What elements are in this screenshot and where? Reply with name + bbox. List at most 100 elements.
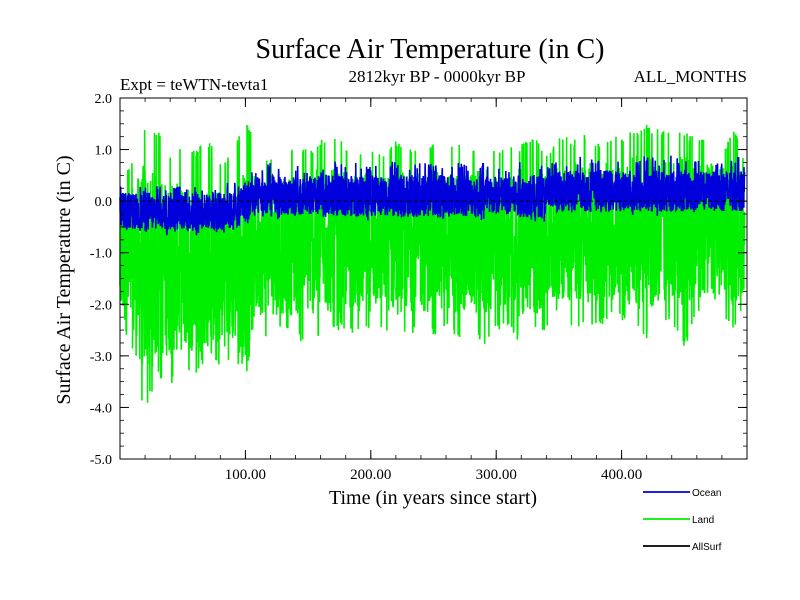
y-tick-label: 2.0: [95, 92, 113, 107]
series-segment-ocean: [344, 163, 360, 217]
series-segment-ocean: [119, 186, 134, 231]
series-segment-ocean: [645, 157, 661, 216]
series-segment-ocean: [194, 190, 209, 236]
series-land: [119, 124, 746, 403]
series-segment-land: [319, 139, 334, 313]
series-segment-land: [206, 143, 222, 365]
y-tick-label: -2.0: [90, 298, 112, 313]
series-segment-ocean: [244, 172, 259, 224]
series-segment-ocean: [131, 186, 146, 231]
series-segment-land: [282, 149, 297, 329]
series-segment-land: [119, 163, 134, 335]
series-segment-ocean: [282, 176, 297, 216]
series-segment-land: [620, 132, 635, 321]
x-tick-label: 200.00: [350, 467, 391, 483]
series-segment-ocean: [257, 163, 272, 217]
series-segment-ocean: [507, 162, 523, 218]
series-segment-ocean: [370, 165, 385, 216]
y-tick-label: -1.0: [90, 247, 112, 262]
series-segment-ocean: [156, 186, 171, 236]
axis-ticks: 2.0 1.0 0.0 -1.0 -2.0 -3.0 -4.0 -5.0 100.00 200.0…: [90, 92, 747, 483]
series-segment-land: [181, 150, 197, 371]
series-segment-ocean: [206, 189, 222, 233]
series-segment-land: [269, 159, 284, 327]
series-segment-land: [131, 130, 146, 401]
legend-label-allsurf: AllSurf: [692, 542, 722, 553]
y-tick-label: 0.0: [95, 195, 113, 210]
series-segment-land: [257, 160, 272, 337]
series-segment-ocean: [683, 161, 698, 213]
series-segment-ocean: [520, 175, 535, 220]
series-segment-ocean: [307, 176, 322, 215]
series-segment-ocean: [457, 163, 472, 216]
series-segment-land: [507, 147, 523, 340]
months-label: ALL_MONTHS: [634, 67, 747, 86]
series-segment-ocean: [470, 162, 485, 221]
y-tick-label: 1.0: [95, 144, 113, 159]
series-segment-land: [721, 131, 736, 328]
series-segment-ocean: [545, 162, 560, 214]
legend: Ocean Land AllSurf: [643, 488, 722, 553]
series-segment-land: [307, 144, 322, 336]
series-segment-land: [194, 145, 209, 373]
series-segment-ocean: [420, 163, 435, 216]
series-segment-land: [357, 154, 372, 328]
series-segment-ocean: [181, 187, 197, 232]
series-segment-ocean: [144, 186, 159, 232]
series-segment-land: [370, 151, 385, 328]
series-segment-ocean: [533, 165, 548, 222]
y-tick-label: -5.0: [90, 453, 112, 468]
series-segment-land: [645, 124, 661, 333]
series-segment-land: [244, 125, 259, 372]
legend-label-ocean: Ocean: [692, 488, 721, 499]
series-segment-ocean: [608, 161, 623, 212]
series-segment-land: [232, 136, 247, 365]
series-segment-ocean: [332, 161, 347, 217]
x-axis-label: Time (in years since start): [329, 487, 537, 509]
series-segment-ocean: [733, 157, 746, 211]
series-segment-land: [658, 131, 673, 321]
series-segment-ocean: [620, 170, 635, 215]
series-segment-land: [144, 132, 159, 403]
plot-area: [119, 124, 746, 403]
series-segment-ocean: [696, 161, 711, 210]
series-segment-ocean: [570, 156, 585, 213]
series-segment-ocean: [432, 165, 447, 219]
series-segment-ocean: [633, 156, 648, 212]
series-segment-ocean: [595, 160, 610, 213]
experiment-label: Expt = teWTN-tevta1: [120, 75, 268, 94]
series-segment-ocean: [670, 158, 686, 213]
series-segment-ocean: [232, 182, 247, 230]
series-segment-ocean: [294, 165, 309, 215]
series-segment-land: [432, 170, 447, 335]
series-segment-land: [294, 149, 309, 342]
series-segment-ocean: [269, 168, 284, 220]
series-segment-ocean: [219, 182, 234, 233]
x-tick-label: 400.00: [601, 467, 642, 483]
series-segment-ocean: [495, 168, 510, 215]
legend-label-land: Land: [692, 515, 714, 526]
series-ocean: [119, 155, 746, 236]
series-segment-ocean: [558, 166, 573, 212]
plot-frame: [119, 97, 748, 460]
series-segment-ocean: [357, 166, 372, 221]
series-segment-ocean: [583, 159, 598, 212]
series-segment-land: [583, 135, 598, 325]
series-segment-ocean: [319, 169, 334, 217]
series-segment-ocean: [395, 165, 410, 218]
time-range-label: 2812kyr BP - 0000kyr BP: [349, 67, 526, 86]
series-segment-land: [533, 140, 548, 330]
series-segment-ocean: [482, 166, 497, 219]
series-segment-land: [470, 150, 485, 340]
series-segment-land: [407, 149, 422, 333]
series-segment-ocean: [407, 163, 422, 217]
series-segment-ocean: [721, 160, 736, 212]
series-segment-land: [156, 132, 171, 379]
x-tick-label: 100.00: [225, 467, 266, 483]
series-segment-ocean: [445, 162, 460, 217]
series-segment-land: [169, 149, 184, 384]
series-segment-land: [608, 136, 623, 314]
chart-title: Surface Air Temperature (in C): [256, 34, 605, 65]
y-tick-label: -4.0: [90, 401, 112, 416]
